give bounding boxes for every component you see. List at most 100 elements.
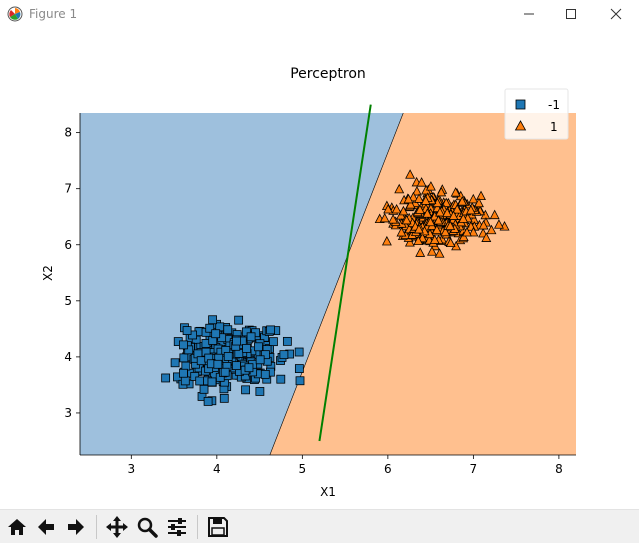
data-point-class-pos [396, 227, 407, 237]
data-point-class-pos [408, 191, 419, 202]
data-point-class-neg [294, 347, 304, 357]
data-point-class-neg [232, 336, 241, 346]
data-point-class-pos [415, 247, 426, 257]
data-point-class-neg [182, 326, 192, 335]
data-point-class-neg [255, 355, 265, 365]
configure-subplots-button[interactable] [164, 514, 190, 540]
move-icon [106, 516, 128, 538]
data-point-class-pos [448, 210, 459, 220]
region-class-pos [269, 113, 576, 455]
maximize-button[interactable] [548, 0, 594, 28]
pan-button[interactable] [104, 514, 130, 540]
data-point-class-pos [442, 207, 453, 217]
region-class-neg [80, 113, 404, 455]
data-point-class-pos [445, 220, 456, 231]
data-point-class-pos [468, 226, 479, 237]
y-tick-label: 8 [64, 126, 72, 140]
data-point-class-neg [223, 352, 233, 361]
data-point-class-pos [414, 193, 424, 203]
data-point-class-pos [420, 195, 431, 205]
data-point-class-pos [452, 204, 463, 214]
data-point-class-neg [195, 376, 205, 386]
data-point-class-pos [398, 205, 409, 216]
data-point-class-pos [411, 185, 422, 196]
data-point-class-neg [279, 350, 289, 360]
data-point-class-pos [391, 203, 402, 214]
data-point-class-pos [405, 169, 416, 179]
y-tick-label: 4 [64, 350, 72, 364]
chart-svg: 3 4 5 6 7 8 3 4 5 6 7 8 Perceptron X1 X2 -1 1 [41, 66, 576, 499]
data-point-class-pos [457, 196, 468, 206]
perceptron-line [318, 104, 372, 442]
data-point-class-pos [489, 209, 500, 220]
arrow-right-icon [68, 519, 84, 535]
toolbar-separator [96, 515, 97, 539]
x-tick-label: 3 [127, 462, 135, 476]
y-tick-label: 5 [64, 294, 72, 308]
data-point-class-neg [219, 393, 229, 403]
data-point-class-pos [474, 197, 484, 208]
navigation-toolbar [0, 509, 639, 543]
x-tick-label: 6 [384, 462, 392, 476]
minimize-button[interactable] [506, 0, 552, 28]
data-point-class-pos [416, 177, 427, 187]
legend-label-neg: -1 [548, 98, 560, 112]
data-point-class-pos [493, 219, 504, 229]
legend-box [504, 88, 569, 140]
data-point-class-neg [179, 368, 188, 378]
data-point-class-neg [234, 315, 244, 325]
legend-marker-neg [515, 99, 526, 110]
forward-button[interactable] [63, 514, 89, 540]
y-axis-label: X2 [41, 265, 55, 281]
back-button[interactable] [33, 514, 59, 540]
data-point-class-neg [223, 325, 233, 335]
data-point-class-pos [440, 226, 451, 237]
close-icon [610, 8, 622, 20]
data-point-class-pos [458, 231, 469, 242]
data-point-class-neg [190, 372, 200, 381]
data-point-class-pos [458, 213, 469, 223]
data-point-class-neg [220, 367, 230, 377]
chart-title: Perceptron [290, 66, 366, 82]
data-point-class-neg [241, 327, 251, 337]
data-point-class-neg [266, 325, 275, 335]
data-point-class-pos [436, 186, 447, 197]
data-point-class-pos [445, 237, 456, 248]
y-tick-label: 3 [64, 406, 72, 420]
data-point-class-pos [435, 206, 445, 217]
data-point-class-pos [481, 232, 492, 242]
legend-marker-pos [514, 120, 527, 131]
data-point-class-neg [208, 315, 218, 325]
floppy-disk-icon [208, 517, 228, 537]
data-point-class-neg [180, 376, 190, 386]
data-point-class-neg [242, 344, 251, 353]
data-point-class-pos [394, 183, 405, 194]
x-axis-label: X1 [320, 485, 336, 499]
data-point-class-neg [232, 361, 241, 371]
data-point-class-pos [379, 212, 390, 223]
data-point-class-pos [425, 216, 436, 227]
data-point-class-pos [381, 235, 392, 246]
data-point-class-pos [476, 190, 486, 201]
x-tick-label: 4 [213, 462, 221, 476]
legend-label-pos: 1 [550, 120, 558, 134]
data-point-class-neg [269, 337, 278, 347]
data-point-class-neg [196, 356, 206, 366]
arrow-left-icon [38, 519, 54, 535]
data-point-class-neg [261, 350, 270, 360]
data-point-class-neg [161, 373, 171, 383]
data-point-class-pos [413, 235, 424, 246]
save-button[interactable] [205, 514, 231, 540]
x-tick-label: 7 [470, 462, 478, 476]
zoom-button[interactable] [134, 514, 160, 540]
data-point-class-neg [179, 353, 189, 363]
sliders-icon [168, 518, 186, 536]
close-button[interactable] [593, 0, 639, 28]
home-button[interactable] [4, 514, 30, 540]
data-point-class-pos [429, 234, 440, 244]
data-point-class-neg [207, 377, 217, 387]
data-point-class-pos [465, 204, 476, 215]
data-point-class-neg [246, 332, 256, 342]
data-point-class-neg [203, 397, 213, 406]
data-point-class-neg [241, 385, 250, 395]
